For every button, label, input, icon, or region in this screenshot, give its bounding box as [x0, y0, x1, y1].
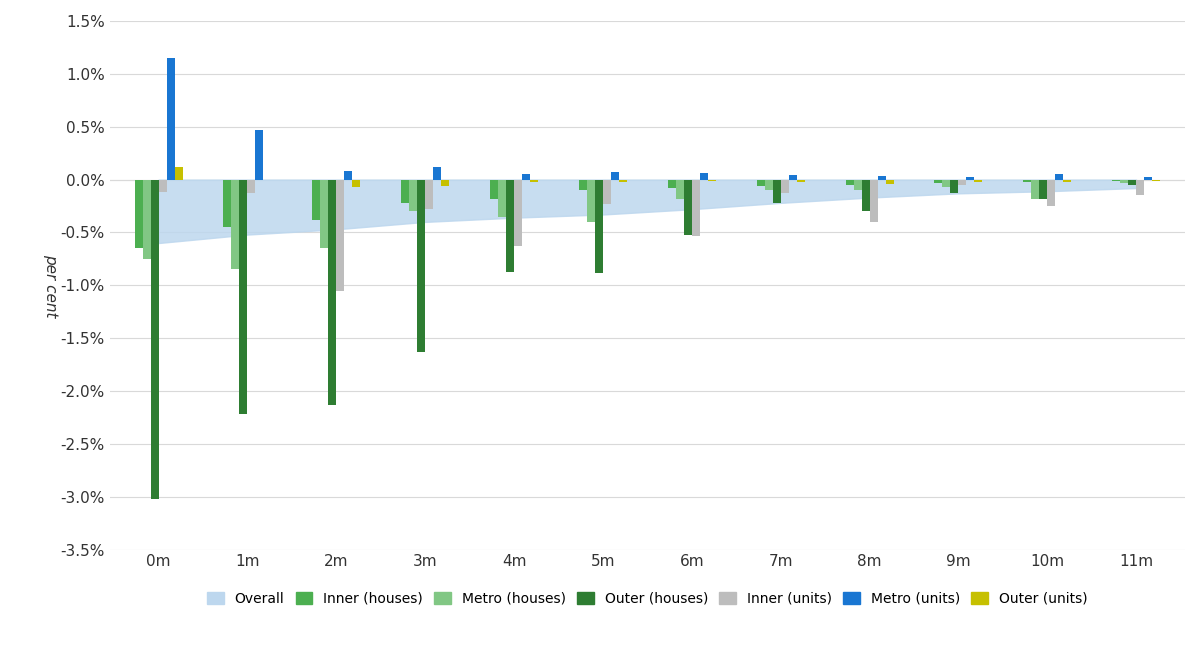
Bar — [773, 179, 781, 203]
Bar — [401, 179, 409, 203]
Bar — [619, 179, 626, 182]
Bar — [935, 179, 942, 183]
Bar — [1120, 179, 1128, 183]
Text: per cent: per cent — [43, 254, 58, 317]
Bar — [320, 179, 329, 248]
Bar — [676, 179, 684, 199]
Bar — [602, 179, 611, 204]
Bar — [1055, 175, 1063, 179]
Bar — [966, 177, 974, 179]
Bar — [797, 179, 805, 182]
Bar — [329, 179, 336, 405]
Bar — [700, 173, 708, 179]
Bar — [1128, 179, 1136, 185]
Bar — [247, 179, 256, 193]
Bar — [1031, 179, 1039, 199]
Bar — [587, 179, 595, 222]
Bar — [611, 172, 619, 179]
Bar — [578, 179, 587, 190]
Bar — [959, 179, 966, 185]
Bar — [974, 179, 983, 182]
Bar — [353, 179, 360, 187]
Bar — [846, 179, 853, 185]
Bar — [312, 179, 320, 220]
Bar — [256, 130, 263, 179]
Bar — [757, 179, 764, 186]
Bar — [143, 179, 150, 259]
Bar — [877, 177, 886, 179]
Bar — [433, 167, 442, 179]
Bar — [167, 58, 174, 179]
Bar — [174, 167, 182, 179]
Bar — [522, 175, 530, 179]
Bar — [134, 179, 143, 248]
Legend: Overall, Inner (houses), Metro (houses), Outer (houses), Inner (units), Metro (u: Overall, Inner (houses), Metro (houses),… — [202, 586, 1093, 612]
Bar — [950, 179, 959, 193]
Bar — [442, 179, 449, 186]
Bar — [595, 179, 602, 273]
Bar — [158, 179, 167, 193]
Bar — [514, 179, 522, 246]
Bar — [530, 179, 538, 182]
Bar — [886, 179, 894, 184]
Bar — [691, 179, 700, 236]
Bar — [490, 179, 498, 199]
Bar — [336, 179, 344, 291]
Bar — [708, 179, 715, 181]
Bar — [853, 179, 862, 190]
Bar — [870, 179, 877, 222]
Bar — [862, 179, 870, 211]
Bar — [150, 179, 158, 499]
Bar — [240, 179, 247, 414]
Bar — [506, 179, 514, 272]
Bar — [1024, 179, 1031, 182]
Bar — [418, 179, 425, 352]
Bar — [764, 179, 773, 190]
Bar — [684, 179, 691, 234]
Bar — [1063, 179, 1072, 182]
Bar — [788, 175, 797, 179]
Bar — [1048, 179, 1055, 206]
Bar — [667, 179, 676, 188]
Bar — [223, 179, 232, 227]
Bar — [344, 171, 353, 179]
Bar — [1152, 179, 1160, 181]
Bar — [425, 179, 433, 209]
Bar — [409, 179, 418, 211]
Bar — [1144, 177, 1152, 179]
Bar — [1039, 179, 1048, 199]
Bar — [1136, 179, 1144, 195]
Bar — [498, 179, 506, 216]
Bar — [942, 179, 950, 187]
Bar — [1112, 179, 1120, 181]
Bar — [232, 179, 240, 270]
Bar — [781, 179, 788, 193]
